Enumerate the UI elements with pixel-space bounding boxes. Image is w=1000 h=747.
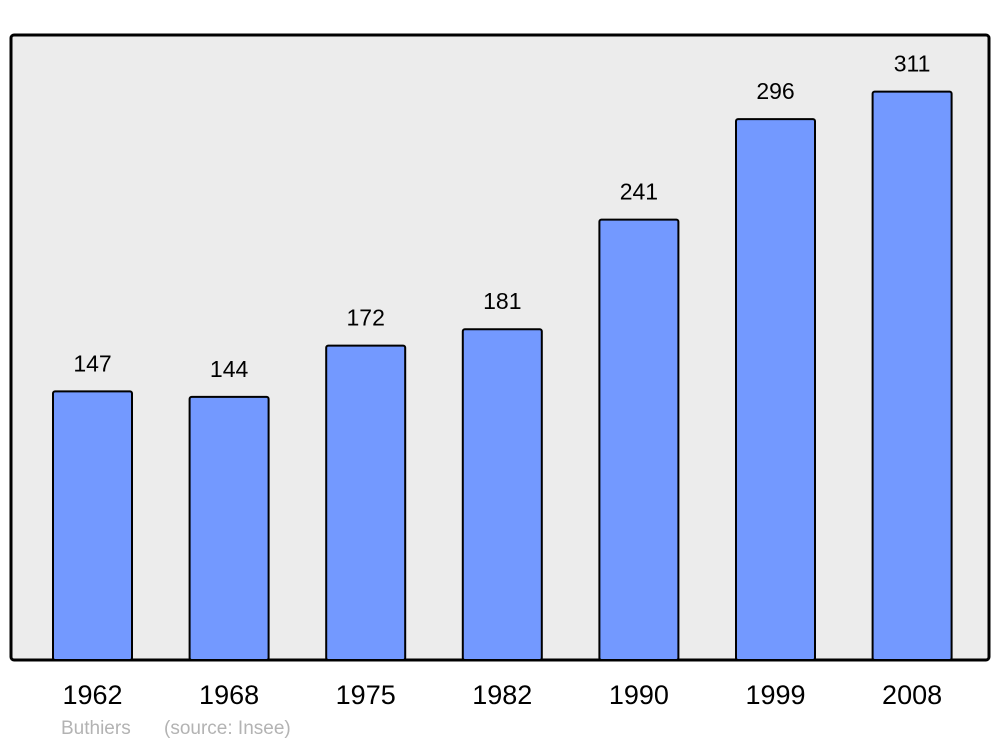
x-tick-label: 1982 (472, 680, 532, 710)
bar-1982 (461, 328, 543, 661)
data-label: 172 (347, 305, 385, 331)
footer-place: Buthiers (61, 718, 131, 739)
data-label: 311 (894, 51, 931, 77)
data-label: 147 (73, 350, 111, 376)
data-label: 296 (756, 78, 794, 104)
x-tick-label: 1999 (745, 680, 805, 710)
data-label: 144 (210, 356, 249, 382)
bar-1999 (735, 118, 816, 661)
bar-1962 (52, 390, 133, 661)
bar-1968 (188, 395, 270, 661)
data-label: 181 (483, 288, 521, 314)
footer-source: (source: Insee) (164, 718, 291, 739)
data-label: 241 (620, 179, 658, 205)
x-tick-label: 2008 (882, 680, 942, 710)
x-tick-label: 1975 (336, 680, 396, 710)
bar-2008 (871, 90, 953, 662)
x-tick-label: 1962 (62, 680, 122, 710)
bar-1990 (598, 218, 680, 661)
x-tick-label: 1990 (609, 680, 669, 710)
x-tick-label: 1968 (199, 680, 259, 710)
bar-1975 (325, 344, 407, 661)
